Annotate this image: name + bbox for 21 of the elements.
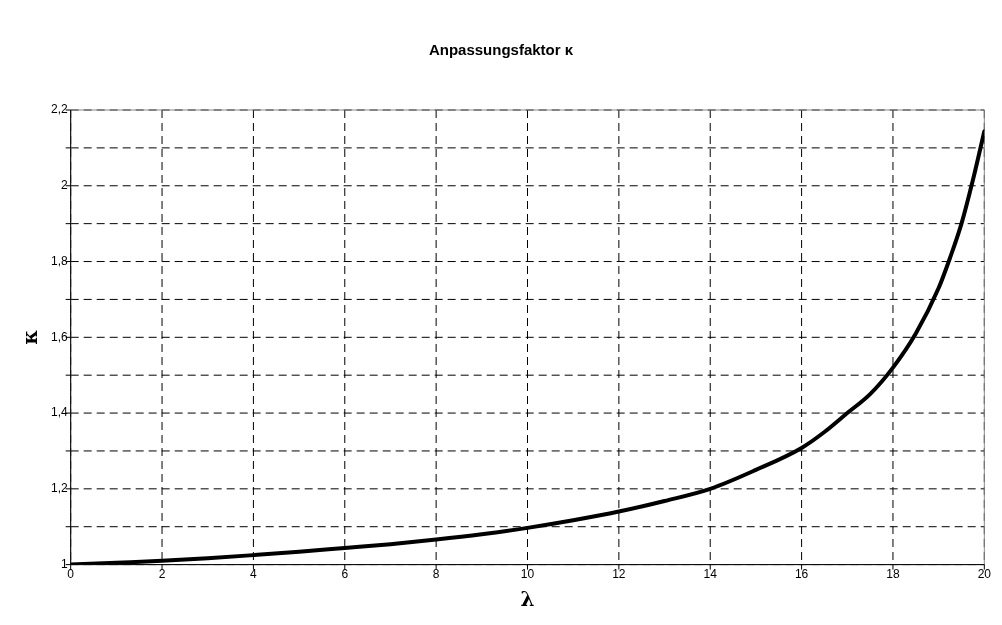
x-tick-label: 6: [341, 567, 349, 582]
x-tick-label: 12: [612, 567, 626, 582]
y-tick-label: 1: [60, 556, 68, 571]
chart-title: Anpassungsfaktor κ: [428, 41, 574, 59]
y-tick-label: 2: [60, 178, 68, 193]
y-tick-label: 1,4: [50, 405, 68, 420]
x-tick-label: 20: [977, 567, 992, 582]
x-tick-label: 4: [250, 567, 258, 582]
x-tick-label: 10: [520, 567, 535, 582]
x-tick-label: 8: [432, 567, 440, 582]
x-tick-label: 16: [794, 567, 809, 582]
x-tick-label: 18: [886, 567, 900, 582]
x-tick-label: 2: [158, 567, 166, 582]
x-tick-label: 0: [67, 567, 75, 582]
y-tick-label: 2,2: [50, 102, 68, 117]
x-axis-title: λ: [520, 587, 535, 612]
y-tick-label: 1,6: [50, 329, 68, 344]
y-axis-title: κ: [18, 329, 43, 345]
y-tick-label: 1,2: [50, 481, 68, 496]
y-tick-label: 1,8: [50, 253, 68, 268]
x-tick-label: 14: [703, 567, 718, 582]
